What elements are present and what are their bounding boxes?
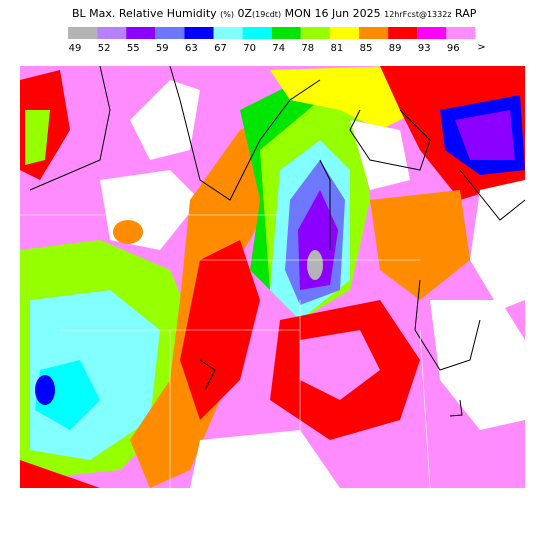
- legend-swatch: [242, 27, 272, 39]
- legend-swatch: [271, 27, 301, 39]
- legend-label: 93: [418, 43, 431, 54]
- legend-label: 55: [127, 43, 140, 54]
- title-local-time: (19cdt): [252, 10, 281, 19]
- legend-label: 49: [69, 43, 82, 54]
- title: BL Max. Relative Humidity (%) 0Z(19cdt) …: [72, 7, 477, 20]
- legend-label: 52: [98, 43, 111, 54]
- legend-swatch: [388, 27, 418, 39]
- legend-label: 78: [301, 43, 314, 54]
- title-units: (%): [220, 10, 234, 19]
- title-time: 0Z: [237, 7, 252, 20]
- title-main: BL Max. Relative Humidity: [72, 7, 217, 20]
- legend-swatch: [126, 27, 156, 39]
- legend-label: 70: [243, 43, 256, 54]
- title-forecast: 12hrFcst@1332z: [384, 10, 451, 19]
- legend-label: 96: [447, 43, 460, 54]
- legend-swatch: [300, 27, 330, 39]
- legend-label: 81: [331, 43, 344, 54]
- legend-label: 89: [389, 43, 402, 54]
- map-field: [20, 66, 525, 488]
- title-model: RAP: [455, 7, 477, 20]
- legend-label: 63: [185, 43, 198, 54]
- legend-swatch: [446, 27, 476, 39]
- legend-label: 59: [156, 43, 169, 54]
- legend-swatch: [68, 27, 98, 39]
- legend-swatch: [329, 27, 359, 39]
- legend-swatch: [97, 27, 127, 39]
- legend-swatch: [184, 27, 214, 39]
- legend: 49 52 55 59 63 67 70 74 78 81 85 89 93 96 >: [68, 27, 486, 54]
- legend-overflow: >: [477, 42, 485, 53]
- legend-swatch: [359, 27, 389, 39]
- legend-swatch: [417, 27, 447, 39]
- legend-swatch: [213, 27, 243, 39]
- legend-swatch: [155, 27, 185, 39]
- legend-label: 74: [272, 43, 285, 54]
- title-date: MON 16 Jun 2025: [285, 7, 381, 20]
- legend-label: 67: [214, 43, 227, 54]
- legend-label: 85: [360, 43, 373, 54]
